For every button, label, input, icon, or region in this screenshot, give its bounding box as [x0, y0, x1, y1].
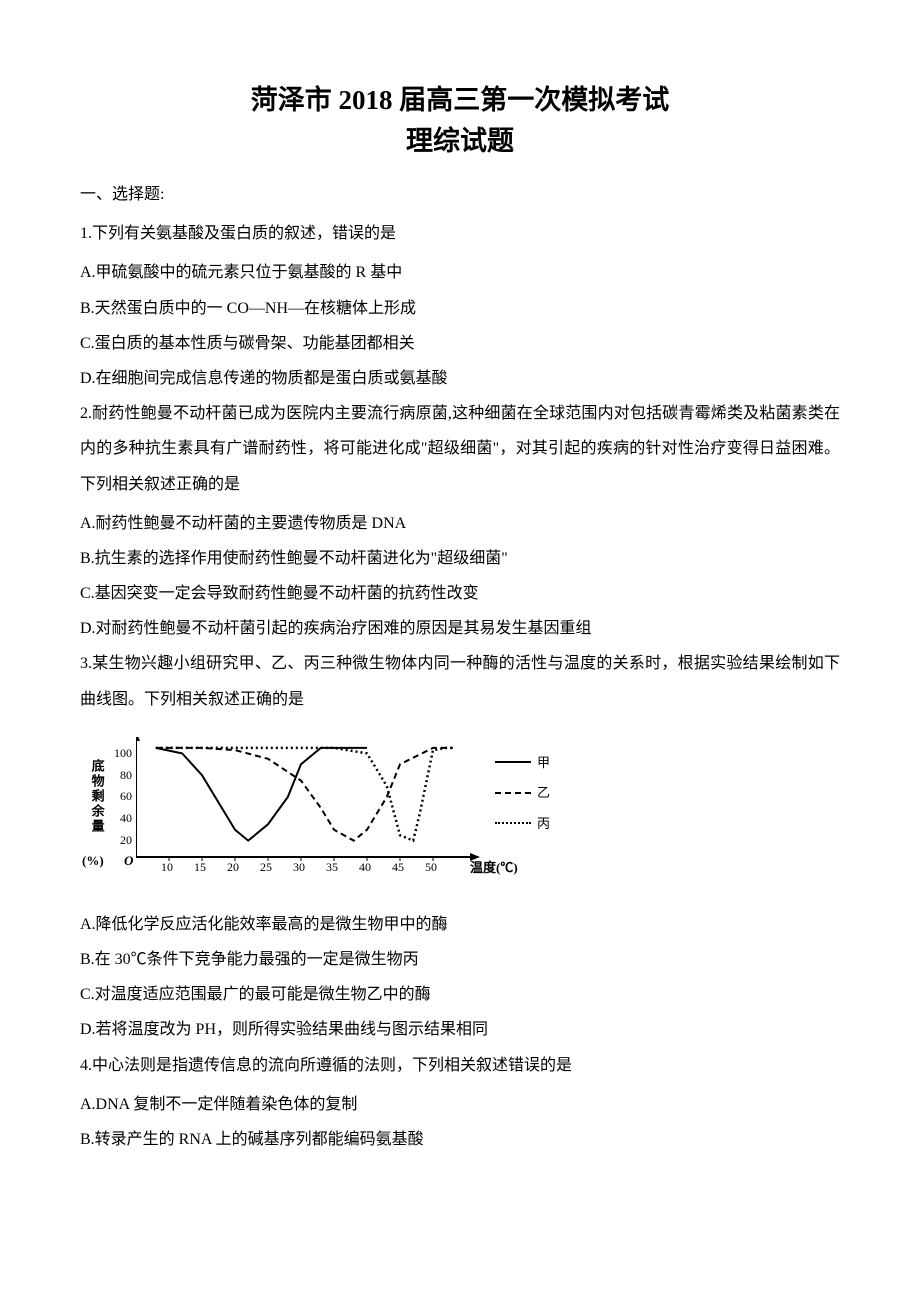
enzyme-chart: 底物剩余量 (%) 甲 乙 丙 20406080100 101520253035…: [80, 729, 560, 899]
x-tick-label: 30: [293, 854, 305, 880]
legend-line-dashed: [495, 792, 531, 796]
legend-label-bing: 丙: [537, 810, 550, 839]
q3-stem: 3.某生物兴趣小组研究甲、乙、丙三种微生物体内同一种酶的活性与温度的关系时，根据…: [80, 646, 840, 716]
legend-item-yi: 乙: [495, 779, 550, 808]
legend-line-solid: [495, 761, 531, 765]
q1-option-a: A.甲硫氨酸中的硫元素只位于氨基酸的 R 基中: [80, 255, 840, 290]
q3-option-b: B.在 30℃条件下竞争能力最强的一定是微生物丙: [80, 942, 840, 977]
x-tick-label: 40: [359, 854, 371, 880]
q4-option-b: B.转录产生的 RNA 上的碱基序列都能编码氨基酸: [80, 1122, 840, 1157]
y-tick-label: 100: [108, 740, 132, 766]
x-axis-label: 温度(℃): [470, 854, 518, 883]
legend-label-jia: 甲: [537, 749, 550, 778]
title-line-1: 菏泽市 2018 届高三第一次模拟考试: [80, 80, 840, 121]
q1-option-d: D.在细胞间完成信息传递的物质都是蛋白质或氨基酸: [80, 361, 840, 396]
x-tick-label: 20: [227, 854, 239, 880]
x-tick-label: 50: [425, 854, 437, 880]
q1-stem: 1.下列有关氨基酸及蛋白质的叙述，错误的是: [80, 216, 840, 251]
legend-line-dotted: [495, 822, 531, 826]
q1-option-c: C.蛋白质的基本性质与碳骨架、功能基团都相关: [80, 326, 840, 361]
x-tick-label: 35: [326, 854, 338, 880]
q3-option-c: C.对温度适应范围最广的最可能是微生物乙中的酶: [80, 977, 840, 1012]
q2-option-c: C.基因突变一定会导致耐药性鲍曼不动杆菌的抗药性改变: [80, 576, 840, 611]
title-line-2: 理综试题: [80, 121, 840, 162]
q2-option-d: D.对耐药性鲍曼不动杆菌引起的疾病治疗困难的原因是其易发生基因重组: [80, 611, 840, 646]
q3-option-d: D.若将温度改为 PH，则所得实验结果曲线与图示结果相同: [80, 1012, 840, 1047]
y-axis-label: 底物剩余量: [82, 759, 111, 834]
x-tick-label: 25: [260, 854, 272, 880]
chart-legend: 甲 乙 丙: [495, 749, 550, 841]
origin-label: O: [124, 847, 133, 876]
q2-stem: 2.耐药性鲍曼不动杆菌已成为医院内主要流行病原菌,这种细菌在全球范围内对包括碳青…: [80, 396, 840, 502]
q1-option-b: B.天然蛋白质中的一 CO—NH—在核糖体上形成: [80, 291, 840, 326]
x-tick-label: 15: [194, 854, 206, 880]
y-axis-unit: (%): [82, 847, 104, 876]
section-header: 一、选择题:: [80, 177, 840, 212]
x-tick-label: 45: [392, 854, 404, 880]
legend-label-yi: 乙: [537, 779, 550, 808]
q2-option-b: B.抗生素的选择作用使耐药性鲍曼不动杆菌进化为"超级细菌": [80, 541, 840, 576]
legend-item-bing: 丙: [495, 810, 550, 839]
x-tick-label: 10: [161, 854, 173, 880]
q4-stem: 4.中心法则是指遗传信息的流向所遵循的法则，下列相关叙述错误的是: [80, 1048, 840, 1083]
q3-option-a: A.降低化学反应活化能效率最高的是微生物甲中的酶: [80, 907, 840, 942]
q2-option-a: A.耐药性鲍曼不动杆菌的主要遗传物质是 DNA: [80, 506, 840, 541]
legend-item-jia: 甲: [495, 749, 550, 778]
q4-option-a: A.DNA 复制不一定伴随着染色体的复制: [80, 1087, 840, 1122]
